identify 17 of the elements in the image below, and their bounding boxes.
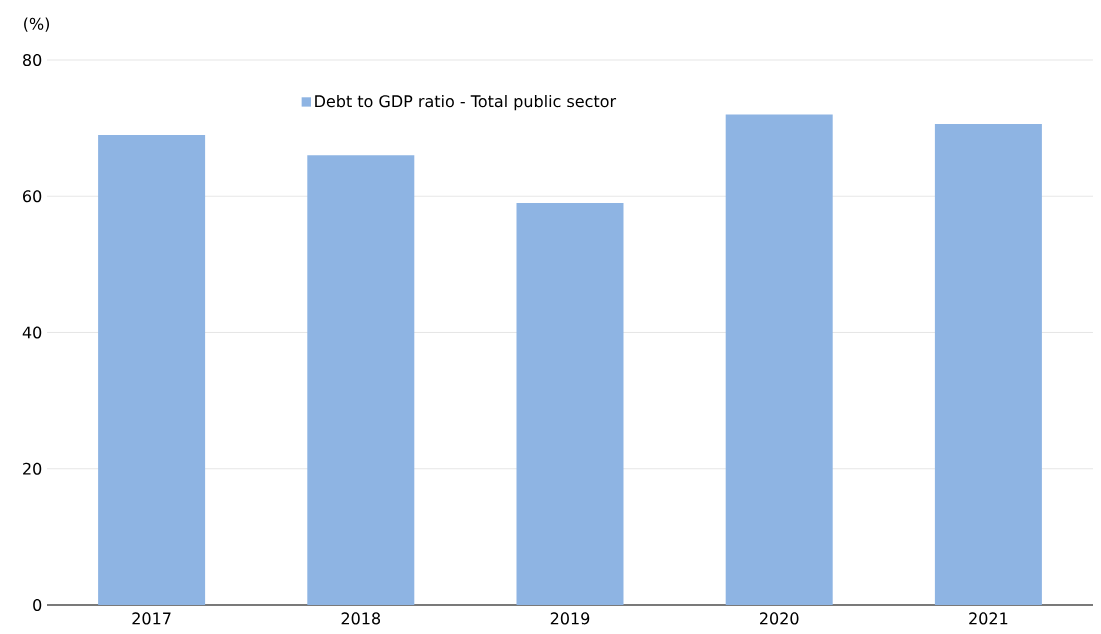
bar xyxy=(307,155,415,605)
legend-label: Debt to GDP ratio - Total public sector xyxy=(315,94,617,111)
y-tick-label: 40 xyxy=(22,326,42,339)
y-tick-label: 80 xyxy=(23,53,42,67)
bar xyxy=(98,134,206,605)
bar xyxy=(516,203,624,605)
y-tick-label: 60 xyxy=(23,190,42,203)
x-tick-label: 2017 xyxy=(132,612,171,625)
x-tick-label: 2020 xyxy=(760,612,799,625)
y-axis-title: (%) xyxy=(24,17,50,32)
bar xyxy=(934,124,1042,605)
y-tick-label: 0 xyxy=(33,598,42,612)
bar xyxy=(725,114,833,605)
x-tick-label: 2018 xyxy=(341,612,381,625)
x-tick-label: 2021 xyxy=(969,612,1008,625)
x-tick-label: 2019 xyxy=(550,612,590,625)
y-tick-label: 20 xyxy=(23,462,42,475)
